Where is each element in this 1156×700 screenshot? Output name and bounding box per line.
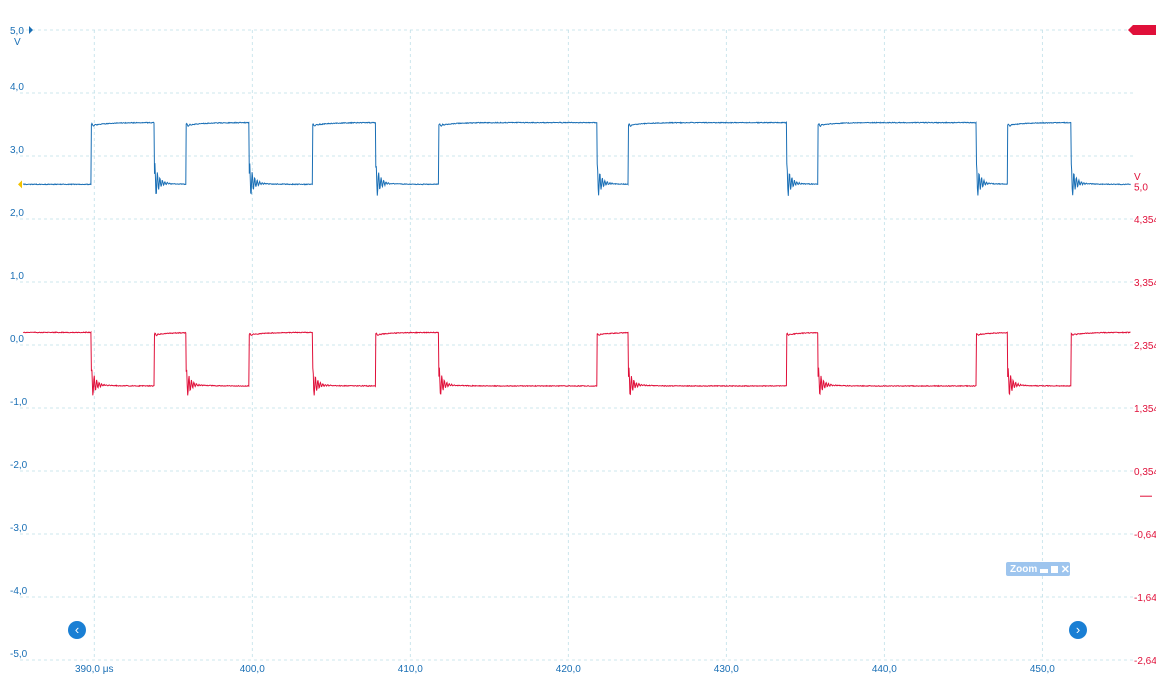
left-axis-tick-label: 3,0 xyxy=(10,145,24,156)
right-axis-tick-label: -0,646 xyxy=(1134,530,1156,541)
scroll-left-button[interactable]: ‹ xyxy=(68,621,86,639)
traces xyxy=(23,122,1130,395)
x-axis-tick-label: 440,0 xyxy=(872,664,897,675)
x-axis-tick-label: 430,0 xyxy=(714,664,739,675)
x-axis-tick-label: 400,0 xyxy=(240,664,265,675)
left-axis-tick-label: -4,0 xyxy=(10,586,28,597)
left-channel-marker-icon xyxy=(29,26,33,34)
left-axis-unit: V xyxy=(14,37,21,48)
scroll-right-button[interactable]: › xyxy=(1069,621,1087,639)
zoom-label: Zoom xyxy=(1010,564,1037,575)
zoom-minimize-icon[interactable] xyxy=(1040,569,1048,573)
left-axis-top-label: 5,0 xyxy=(10,26,24,37)
right-axis-tick-label: -1,646 xyxy=(1134,593,1156,604)
left-axis-tick-label: -2,0 xyxy=(10,460,28,471)
right-axis-tick-label: 3,354 xyxy=(1134,278,1156,289)
x-axis: 390,0 μs 400,0 410,0 420,0 430,0 440,0 450,0 xyxy=(75,664,1055,675)
left-axis-tick-label: -5,0 xyxy=(10,649,28,660)
x-axis-tick-label: 390,0 μs xyxy=(75,664,114,675)
x-axis-tick-label: 450,0 xyxy=(1030,664,1055,675)
right-channel-marker-icon xyxy=(1128,25,1156,35)
zoom-widget[interactable]: Zoom ✕ xyxy=(1006,562,1070,576)
right-axis-tick-label: 2,354 xyxy=(1134,341,1156,352)
right-axis-tick-label: 1,354 xyxy=(1134,404,1156,415)
left-axis: 5,0V 4,0 3,0 2,0 1,0 0,0 -1,0 -2,0 -3,0 -4,0 -5,0 xyxy=(10,26,33,660)
zoom-maximize-icon[interactable] xyxy=(1051,566,1058,573)
chevron-right-icon: › xyxy=(1076,622,1080,637)
series-channel-b-trace xyxy=(23,332,1130,395)
left-axis-tick-label: 4,0 xyxy=(10,82,24,93)
right-axis-tick-label: 0,354 xyxy=(1134,467,1156,478)
left-axis-tick-label: 1,0 xyxy=(10,271,24,282)
zoom-close-icon[interactable]: ✕ xyxy=(1061,563,1070,576)
chevron-left-icon: ‹ xyxy=(75,622,79,637)
right-axis-tick-label: -2,646 xyxy=(1134,656,1156,667)
series-channel-a-trace xyxy=(23,122,1130,196)
left-axis-tick-label: 2,0 xyxy=(10,208,24,219)
x-axis-tick-label: 420,0 xyxy=(556,664,581,675)
right-axis-tick-label: 4,354 xyxy=(1134,215,1156,226)
right-axis-top-label: 5,0 xyxy=(1134,183,1148,194)
trigger-level-icon xyxy=(18,180,22,188)
left-axis-tick-label: 0,0 xyxy=(10,334,24,345)
left-axis-tick-label: -3,0 xyxy=(10,523,28,534)
x-axis-tick-label: 410,0 xyxy=(398,664,423,675)
right-axis-unit: V xyxy=(1134,172,1141,183)
right-axis: V5,0 4,354 3,354 2,354 1,354 0,354 -0,646 -1,64… xyxy=(1128,25,1156,667)
left-axis-tick-label: -1,0 xyxy=(10,397,28,408)
